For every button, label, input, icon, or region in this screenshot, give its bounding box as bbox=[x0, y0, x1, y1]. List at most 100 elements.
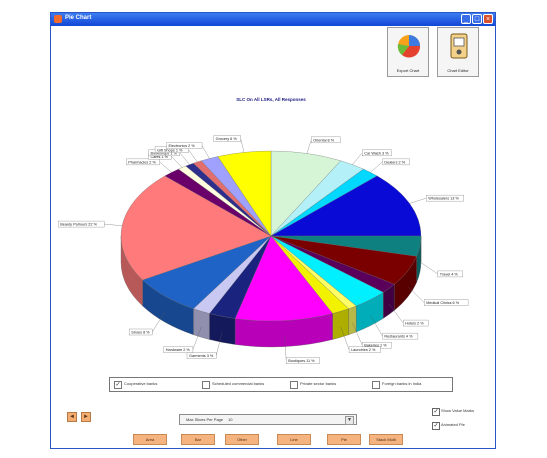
label-leader-line bbox=[104, 223, 123, 226]
export-chart-icon bbox=[397, 35, 421, 58]
slice-label: Restaurants 4 % bbox=[384, 335, 413, 339]
label-leader-line bbox=[306, 139, 312, 154]
window-title: Pie Chart bbox=[65, 15, 92, 21]
pie-chart-button[interactable]: Pie bbox=[327, 434, 361, 445]
slice-label-box bbox=[403, 319, 429, 327]
slice-label: Laundries 2 % bbox=[351, 348, 376, 352]
export-chart-button[interactable]: Export Chart bbox=[387, 27, 429, 77]
pie-slice-side bbox=[209, 313, 236, 345]
slice-label-box bbox=[186, 352, 217, 359]
animated-pie-label: Animated Pie bbox=[441, 422, 465, 427]
area-chart-button[interactable]: Area bbox=[133, 434, 167, 445]
label-leader-line bbox=[240, 138, 245, 153]
chevron-down-icon[interactable]: ▼ bbox=[345, 416, 354, 425]
label-leader-line bbox=[419, 261, 438, 275]
label-leader-line bbox=[370, 315, 383, 337]
close-button[interactable]: × bbox=[483, 14, 493, 24]
pie-slice-side bbox=[332, 308, 349, 340]
chart-area: SLC On All LSRs, All Responses Oriental 8… bbox=[51, 81, 495, 381]
stack-multi-chart-button[interactable]: Stack Multi bbox=[369, 434, 403, 445]
next-page-button[interactable]: ► bbox=[81, 412, 91, 422]
slice-label: Travel 4 % bbox=[440, 272, 459, 276]
label-leader-line bbox=[152, 311, 166, 333]
slice-label: Hotels 2 % bbox=[405, 322, 424, 326]
show-value-marks-label: Show Value Marks bbox=[441, 408, 475, 413]
slice-label-box bbox=[382, 332, 419, 340]
chart-editor-icon bbox=[450, 33, 468, 59]
slice-label-box bbox=[348, 346, 381, 353]
slice-label: Bakeries 1 % bbox=[364, 344, 387, 348]
slice-label: Boutiques 11 % bbox=[288, 359, 315, 363]
slice-label: Oriental 8 % bbox=[313, 138, 335, 142]
slice-label: Bookshops 1 % bbox=[150, 151, 177, 155]
slice-label: Dealers 2 % bbox=[384, 160, 405, 164]
slice-label-box bbox=[126, 158, 160, 166]
title-bar[interactable]: Pie Chart _ □ × bbox=[51, 13, 495, 26]
label-leader-line bbox=[352, 152, 363, 165]
slice-label: Electronics 2 % bbox=[169, 144, 196, 148]
label-leader-line bbox=[179, 152, 190, 165]
app-icon bbox=[54, 15, 62, 23]
chart-editor-label: Chart Editor bbox=[447, 68, 469, 73]
slice-label-box bbox=[437, 270, 463, 278]
pie-slice bbox=[234, 235, 333, 322]
legend-checkbox[interactable] bbox=[290, 381, 298, 389]
label-leader-line bbox=[370, 161, 383, 173]
label-leader-line bbox=[388, 303, 404, 324]
slice-label-box bbox=[213, 135, 241, 142]
slice-label-box bbox=[163, 346, 194, 353]
max-slices-selector[interactable]: Max Slices Per Page 10 ▼ bbox=[179, 414, 357, 425]
label-leader-line bbox=[407, 286, 425, 303]
slice-label-box bbox=[382, 158, 410, 166]
pie-slice-side bbox=[348, 305, 357, 335]
show-value-marks-checkbox[interactable]: ✓ bbox=[432, 408, 440, 416]
label-leader-line bbox=[340, 326, 350, 350]
legend-checkbox[interactable] bbox=[372, 381, 380, 389]
slice-label: Car Wash 3 % bbox=[364, 151, 389, 155]
label-leader-line bbox=[188, 149, 198, 163]
minimize-icon: _ bbox=[464, 16, 468, 23]
bar-chart-button[interactable]: Bar bbox=[181, 434, 215, 445]
legend-label: Scheduled commercial banks bbox=[212, 381, 265, 386]
slice-label-box bbox=[311, 136, 341, 144]
label-leader-line bbox=[159, 161, 172, 173]
chart-legend: ✓ Cooperative banks Scheduled commercial… bbox=[109, 377, 453, 392]
slice-label-box bbox=[426, 194, 464, 202]
slice-label: Garments 3 % bbox=[189, 354, 214, 358]
slice-label-box bbox=[166, 142, 203, 149]
pie-slice-side bbox=[193, 308, 210, 340]
slice-label: Grocery 6 % bbox=[216, 137, 238, 141]
label-leader-line bbox=[201, 145, 210, 159]
chart-title: SLC On All LSRs, All Responses bbox=[236, 97, 306, 102]
minimize-button[interactable]: _ bbox=[461, 14, 471, 24]
chart-editor-button[interactable]: Chart Editor bbox=[437, 27, 479, 77]
legend-checkbox[interactable] bbox=[202, 381, 210, 389]
maximize-button[interactable]: □ bbox=[472, 14, 482, 24]
label-leader-line bbox=[216, 331, 223, 356]
slice-label-box bbox=[424, 299, 469, 306]
legend-label: Foreign banks in India bbox=[382, 381, 422, 386]
slice-label-box bbox=[58, 220, 105, 228]
slice-label-box bbox=[362, 149, 392, 157]
label-leader-line bbox=[171, 156, 183, 168]
slice-label: Medical Clinics 6 % bbox=[426, 301, 460, 305]
prev-page-button[interactable]: ◄ bbox=[67, 412, 77, 422]
max-slices-value: 10 bbox=[228, 417, 233, 422]
slice-label: Hardware 2 % bbox=[166, 348, 191, 352]
slice-label: Gift Shops 1 % bbox=[157, 148, 183, 152]
label-leader-line bbox=[192, 326, 202, 350]
legend-label: Cooperative banks bbox=[124, 381, 158, 386]
other-chart-button[interactable]: Other bbox=[225, 434, 259, 445]
export-chart-label: Export Chart bbox=[396, 68, 420, 73]
pie-chart: SLC On All LSRs, All Responses Oriental 8… bbox=[58, 97, 469, 364]
maximize-icon: □ bbox=[474, 16, 480, 23]
line-chart-button[interactable]: Line bbox=[277, 434, 311, 445]
slice-label: Wholesalers 13 % bbox=[428, 197, 459, 201]
slice-label: Pharmacies 2 % bbox=[128, 160, 156, 164]
legend-label: Private sector banks bbox=[300, 381, 337, 386]
legend-checkbox[interactable]: ✓ bbox=[114, 381, 122, 389]
animated-pie-checkbox[interactable]: ✓ bbox=[432, 422, 440, 430]
slice-label: Beauty Parlours 22 % bbox=[60, 223, 97, 227]
slice-label: Cafes 1 % bbox=[151, 155, 169, 159]
close-icon: × bbox=[485, 16, 491, 23]
